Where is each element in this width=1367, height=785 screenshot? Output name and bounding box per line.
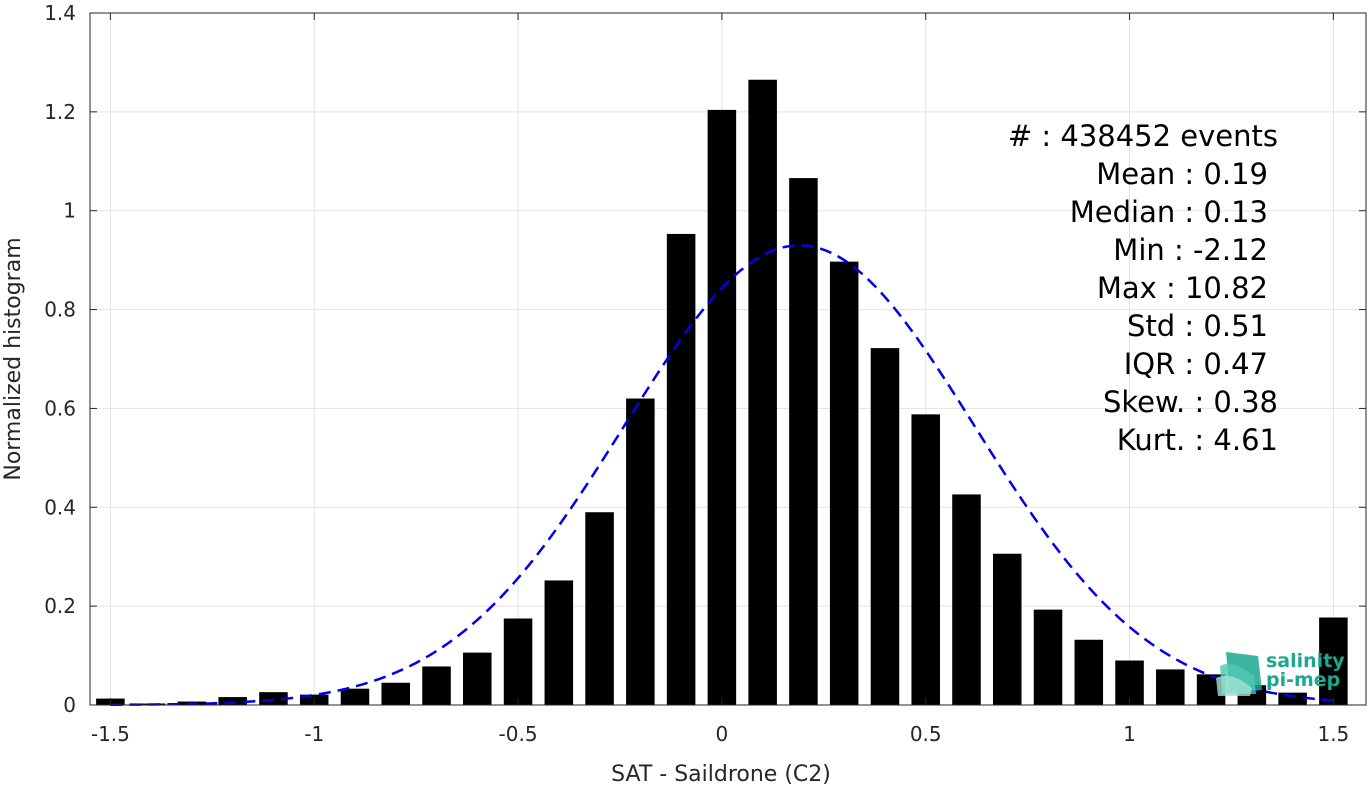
stat-median: Median : 0.13	[1070, 195, 1268, 229]
stat-mean: Mean : 0.19	[1096, 157, 1268, 191]
logo-text-salinity: salinity	[1266, 650, 1345, 672]
histogram-bar	[463, 652, 492, 705]
histogram-bar	[259, 692, 288, 705]
x-tick-label: 1	[1123, 722, 1136, 746]
histogram-bar	[952, 494, 981, 705]
stat-iqr: IQR : 0.47	[1124, 347, 1268, 381]
histogram-bar	[1319, 617, 1348, 705]
histogram-bar	[1156, 669, 1185, 705]
histogram-bar	[992, 553, 1022, 705]
stat-count: # : 438452 events	[1008, 119, 1278, 153]
y-tick-label: 0	[63, 693, 76, 717]
x-tick-labels: -1.5 -1 -0.5 0 0.5 1 1.5	[91, 722, 1349, 746]
y-tick-label: 0.4	[44, 495, 76, 519]
y-tick-label: 1.2	[44, 100, 76, 124]
histogram-bar	[544, 580, 574, 705]
y-axis-label: Normalized histogram	[1, 237, 26, 480]
histogram-bar	[381, 682, 411, 705]
x-tick-label: 1.5	[1317, 722, 1349, 746]
histogram-bar	[626, 398, 655, 705]
histogram-bar	[340, 688, 370, 705]
axes-box	[89, 12, 1367, 706]
stat-kurt: Kurt. : 4.61	[1117, 423, 1278, 457]
bar-series	[96, 79, 1348, 705]
y-tick-label: 0.6	[44, 396, 76, 420]
logo-text-pi-mep: pi-mep	[1266, 669, 1340, 691]
histogram-bar	[218, 697, 247, 705]
histogram-bar	[707, 109, 737, 705]
histogram-bar	[829, 261, 859, 705]
histogram-bar	[870, 348, 900, 705]
histogram-bar	[585, 512, 614, 705]
y-tick-label: 1	[63, 199, 76, 223]
axes	[89, 12, 1367, 706]
x-axis-label: SAT - Saildrone (C2)	[611, 762, 831, 785]
x-tick-label: -0.5	[499, 722, 538, 746]
histogram-bar	[1278, 692, 1307, 705]
histogram-bar	[1115, 660, 1144, 705]
x-tick-label: 0.5	[910, 722, 942, 746]
histogram-bar	[911, 414, 940, 705]
y-tick-label: 1.4	[44, 1, 76, 25]
histogram-bar	[1074, 639, 1104, 705]
histogram-bar	[666, 233, 696, 705]
stat-skew: Skew. : 0.38	[1103, 385, 1278, 419]
stat-min: Min : -2.12	[1113, 233, 1268, 267]
y-tick-label: 0.2	[44, 594, 76, 618]
histogram-bar	[503, 618, 533, 705]
x-tick-label: -1	[304, 722, 324, 746]
histogram-bar	[748, 79, 777, 705]
wave-logo-icon	[1216, 652, 1262, 696]
statistics-box: # : 438452 events Mean : 0.19 Median : 0…	[1008, 119, 1278, 457]
y-tick-label: 0.8	[44, 298, 76, 322]
stat-max: Max : 10.82	[1097, 271, 1268, 305]
normal-fit-curve	[110, 244, 1334, 707]
x-tick-label: -1.5	[91, 722, 130, 746]
histogram-bar	[789, 178, 818, 705]
y-tick-labels: 0 0.2 0.4 0.6 0.8 1 1.2 1.4	[44, 1, 76, 717]
histogram-bar	[1033, 609, 1063, 705]
x-tick-label: 0	[716, 722, 729, 746]
histogram-bar	[422, 666, 451, 705]
salinity-pi-mep-logo: salinity pi-mep	[1216, 650, 1345, 696]
stat-std: Std : 0.51	[1127, 309, 1268, 343]
